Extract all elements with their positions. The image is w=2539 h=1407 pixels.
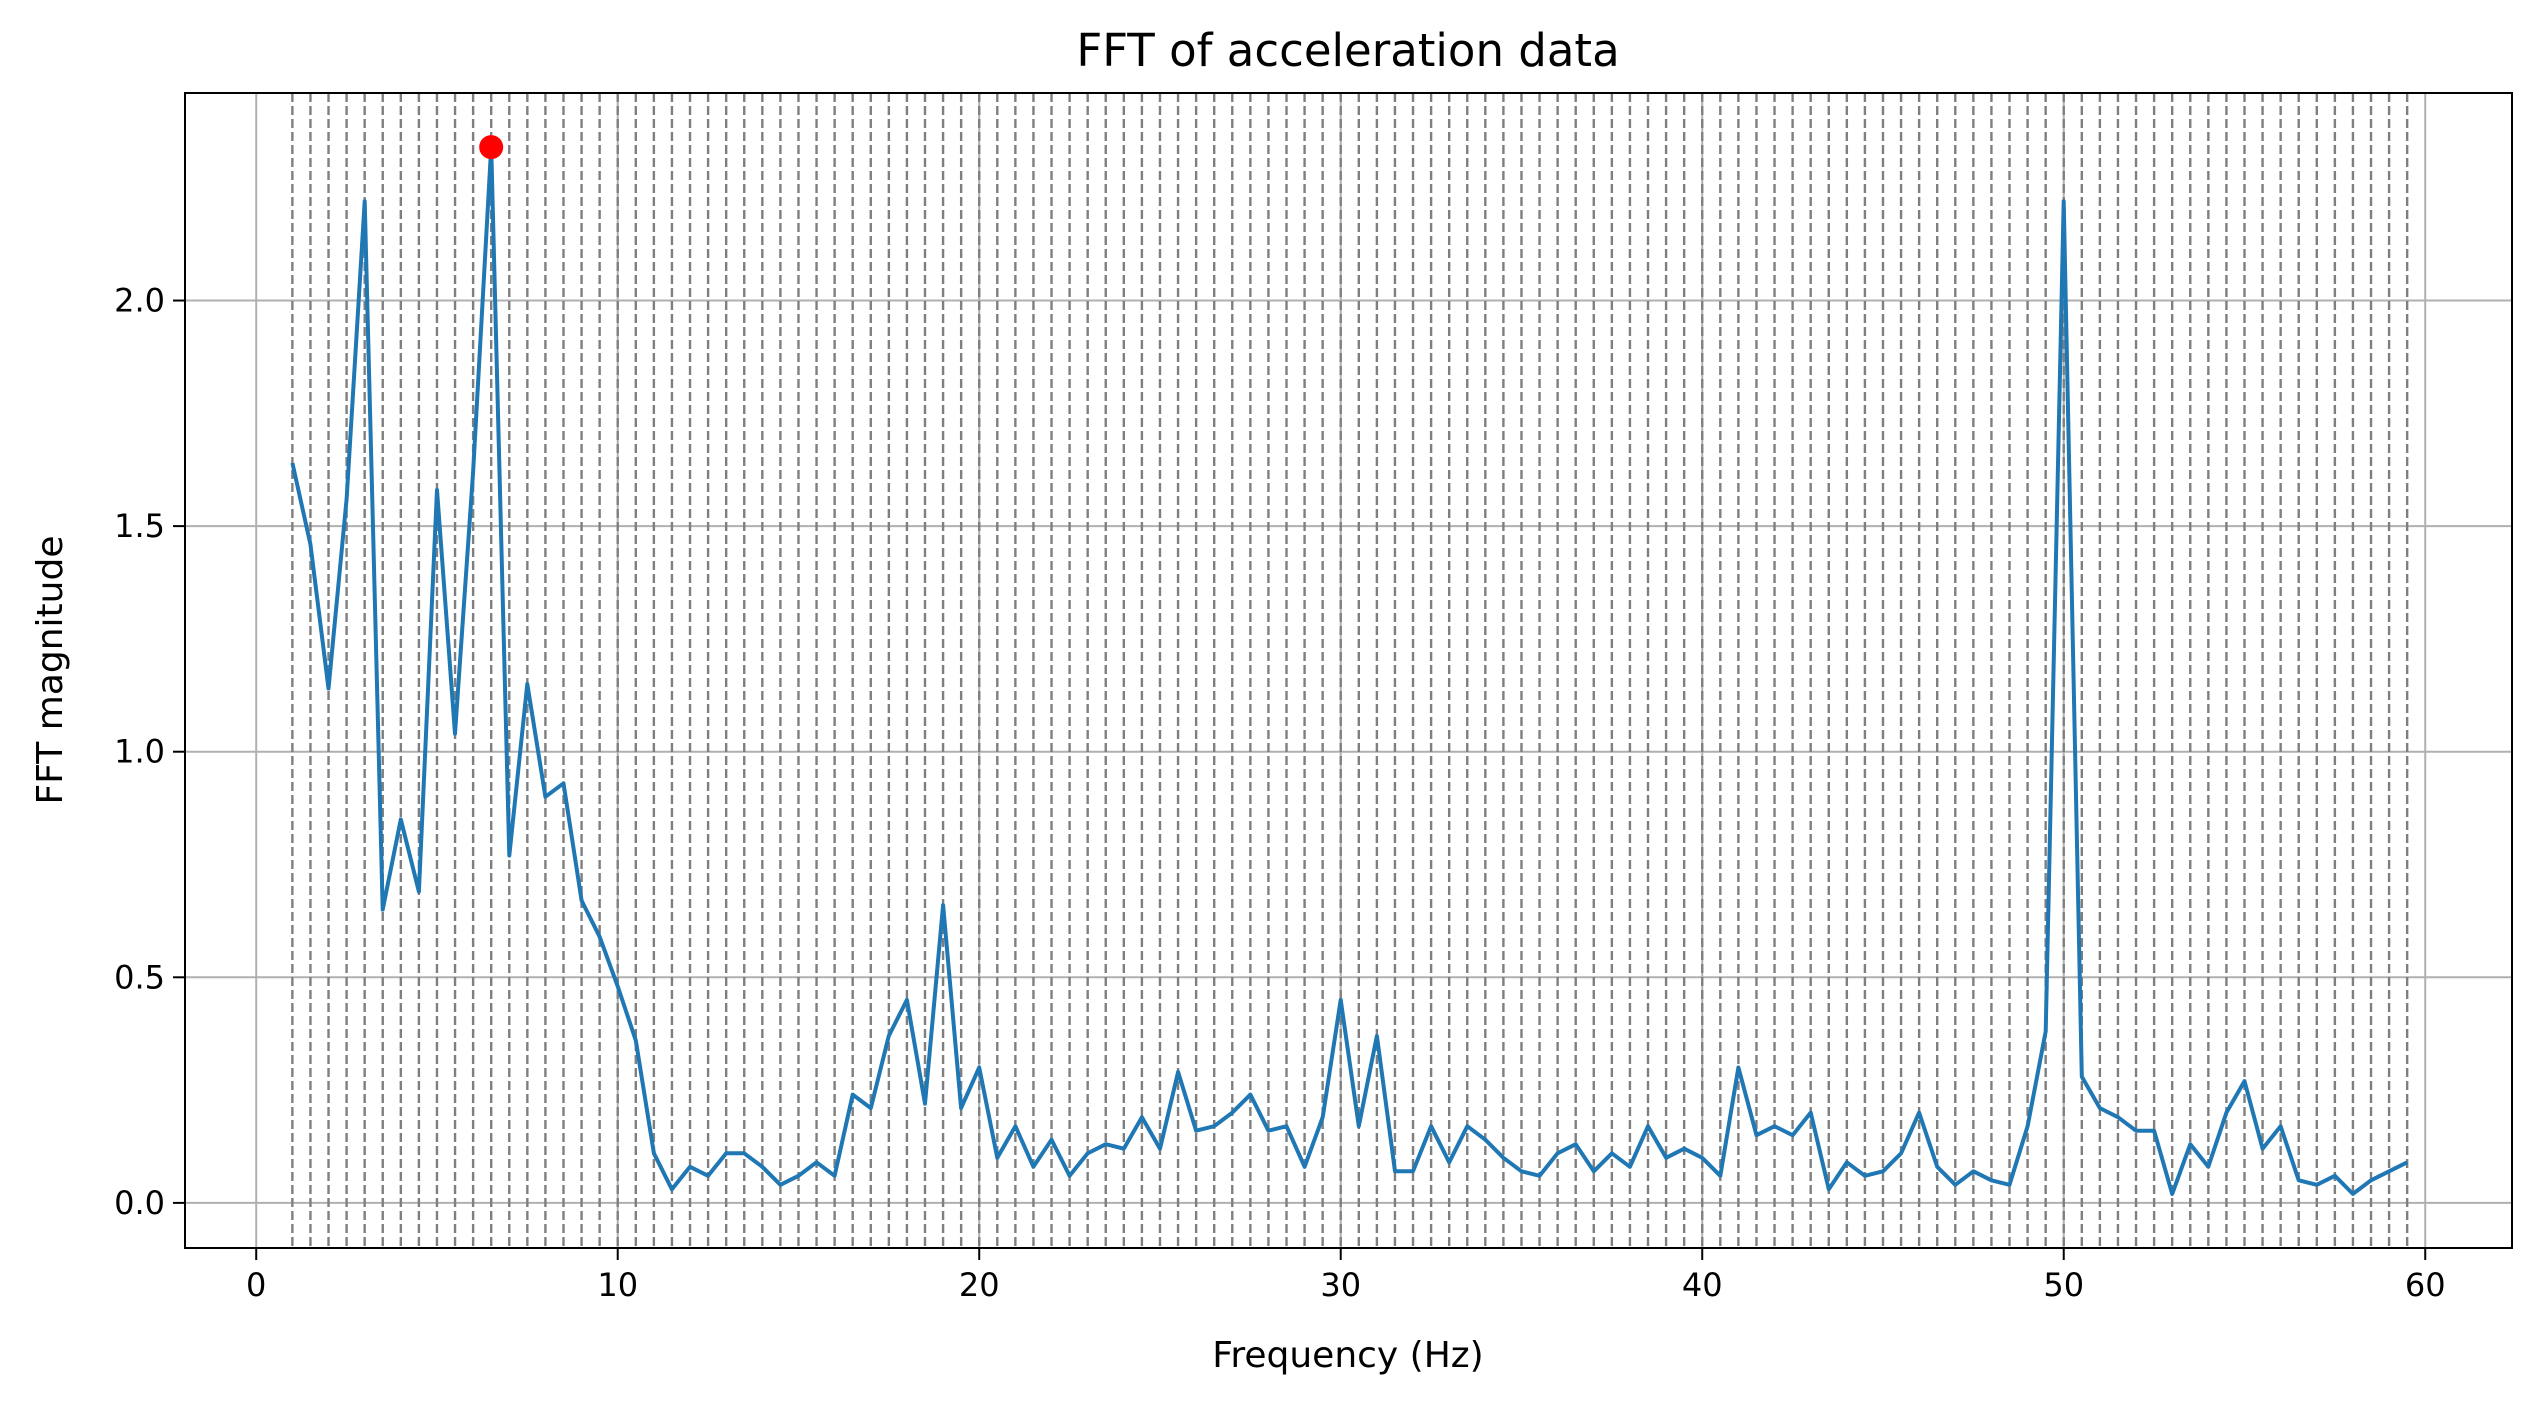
x-tick-label: 40 xyxy=(1682,1266,1723,1304)
y-tick-label: 0.0 xyxy=(114,1184,165,1222)
x-axis-label: Frequency (Hz) xyxy=(1212,1335,1483,1376)
x-tick-label: 50 xyxy=(2043,1266,2084,1304)
fft-series-line xyxy=(290,145,2409,1196)
x-tick-label: 0 xyxy=(246,1266,266,1304)
plot-area xyxy=(185,93,2512,1248)
x-axis-ticks: 0 10 20 30 40 50 60 xyxy=(246,1248,2446,1304)
peak-marker xyxy=(479,135,504,160)
x-tick-label: 20 xyxy=(959,1266,1000,1304)
y-tick-label: 2.0 xyxy=(114,282,165,320)
y-tick-label: 0.5 xyxy=(114,958,165,996)
x-tick-label: 30 xyxy=(1320,1266,1361,1304)
dashed-frequency-lines xyxy=(291,93,2409,1248)
x-tick-label: 60 xyxy=(2405,1266,2446,1304)
y-axis-label: FFT magnitude xyxy=(30,536,71,805)
chart-title: FFT of acceleration data xyxy=(1076,24,1619,77)
series-layer xyxy=(290,145,2409,1196)
peak-layer xyxy=(479,135,504,160)
x-tick-label: 10 xyxy=(597,1266,638,1304)
y-tick-label: 1.0 xyxy=(114,733,165,771)
plot-frame xyxy=(184,92,2513,1249)
y-tick-label: 1.5 xyxy=(114,507,165,545)
y-axis-ticks: 0.0 0.5 1.0 1.5 2.0 xyxy=(114,282,185,1222)
